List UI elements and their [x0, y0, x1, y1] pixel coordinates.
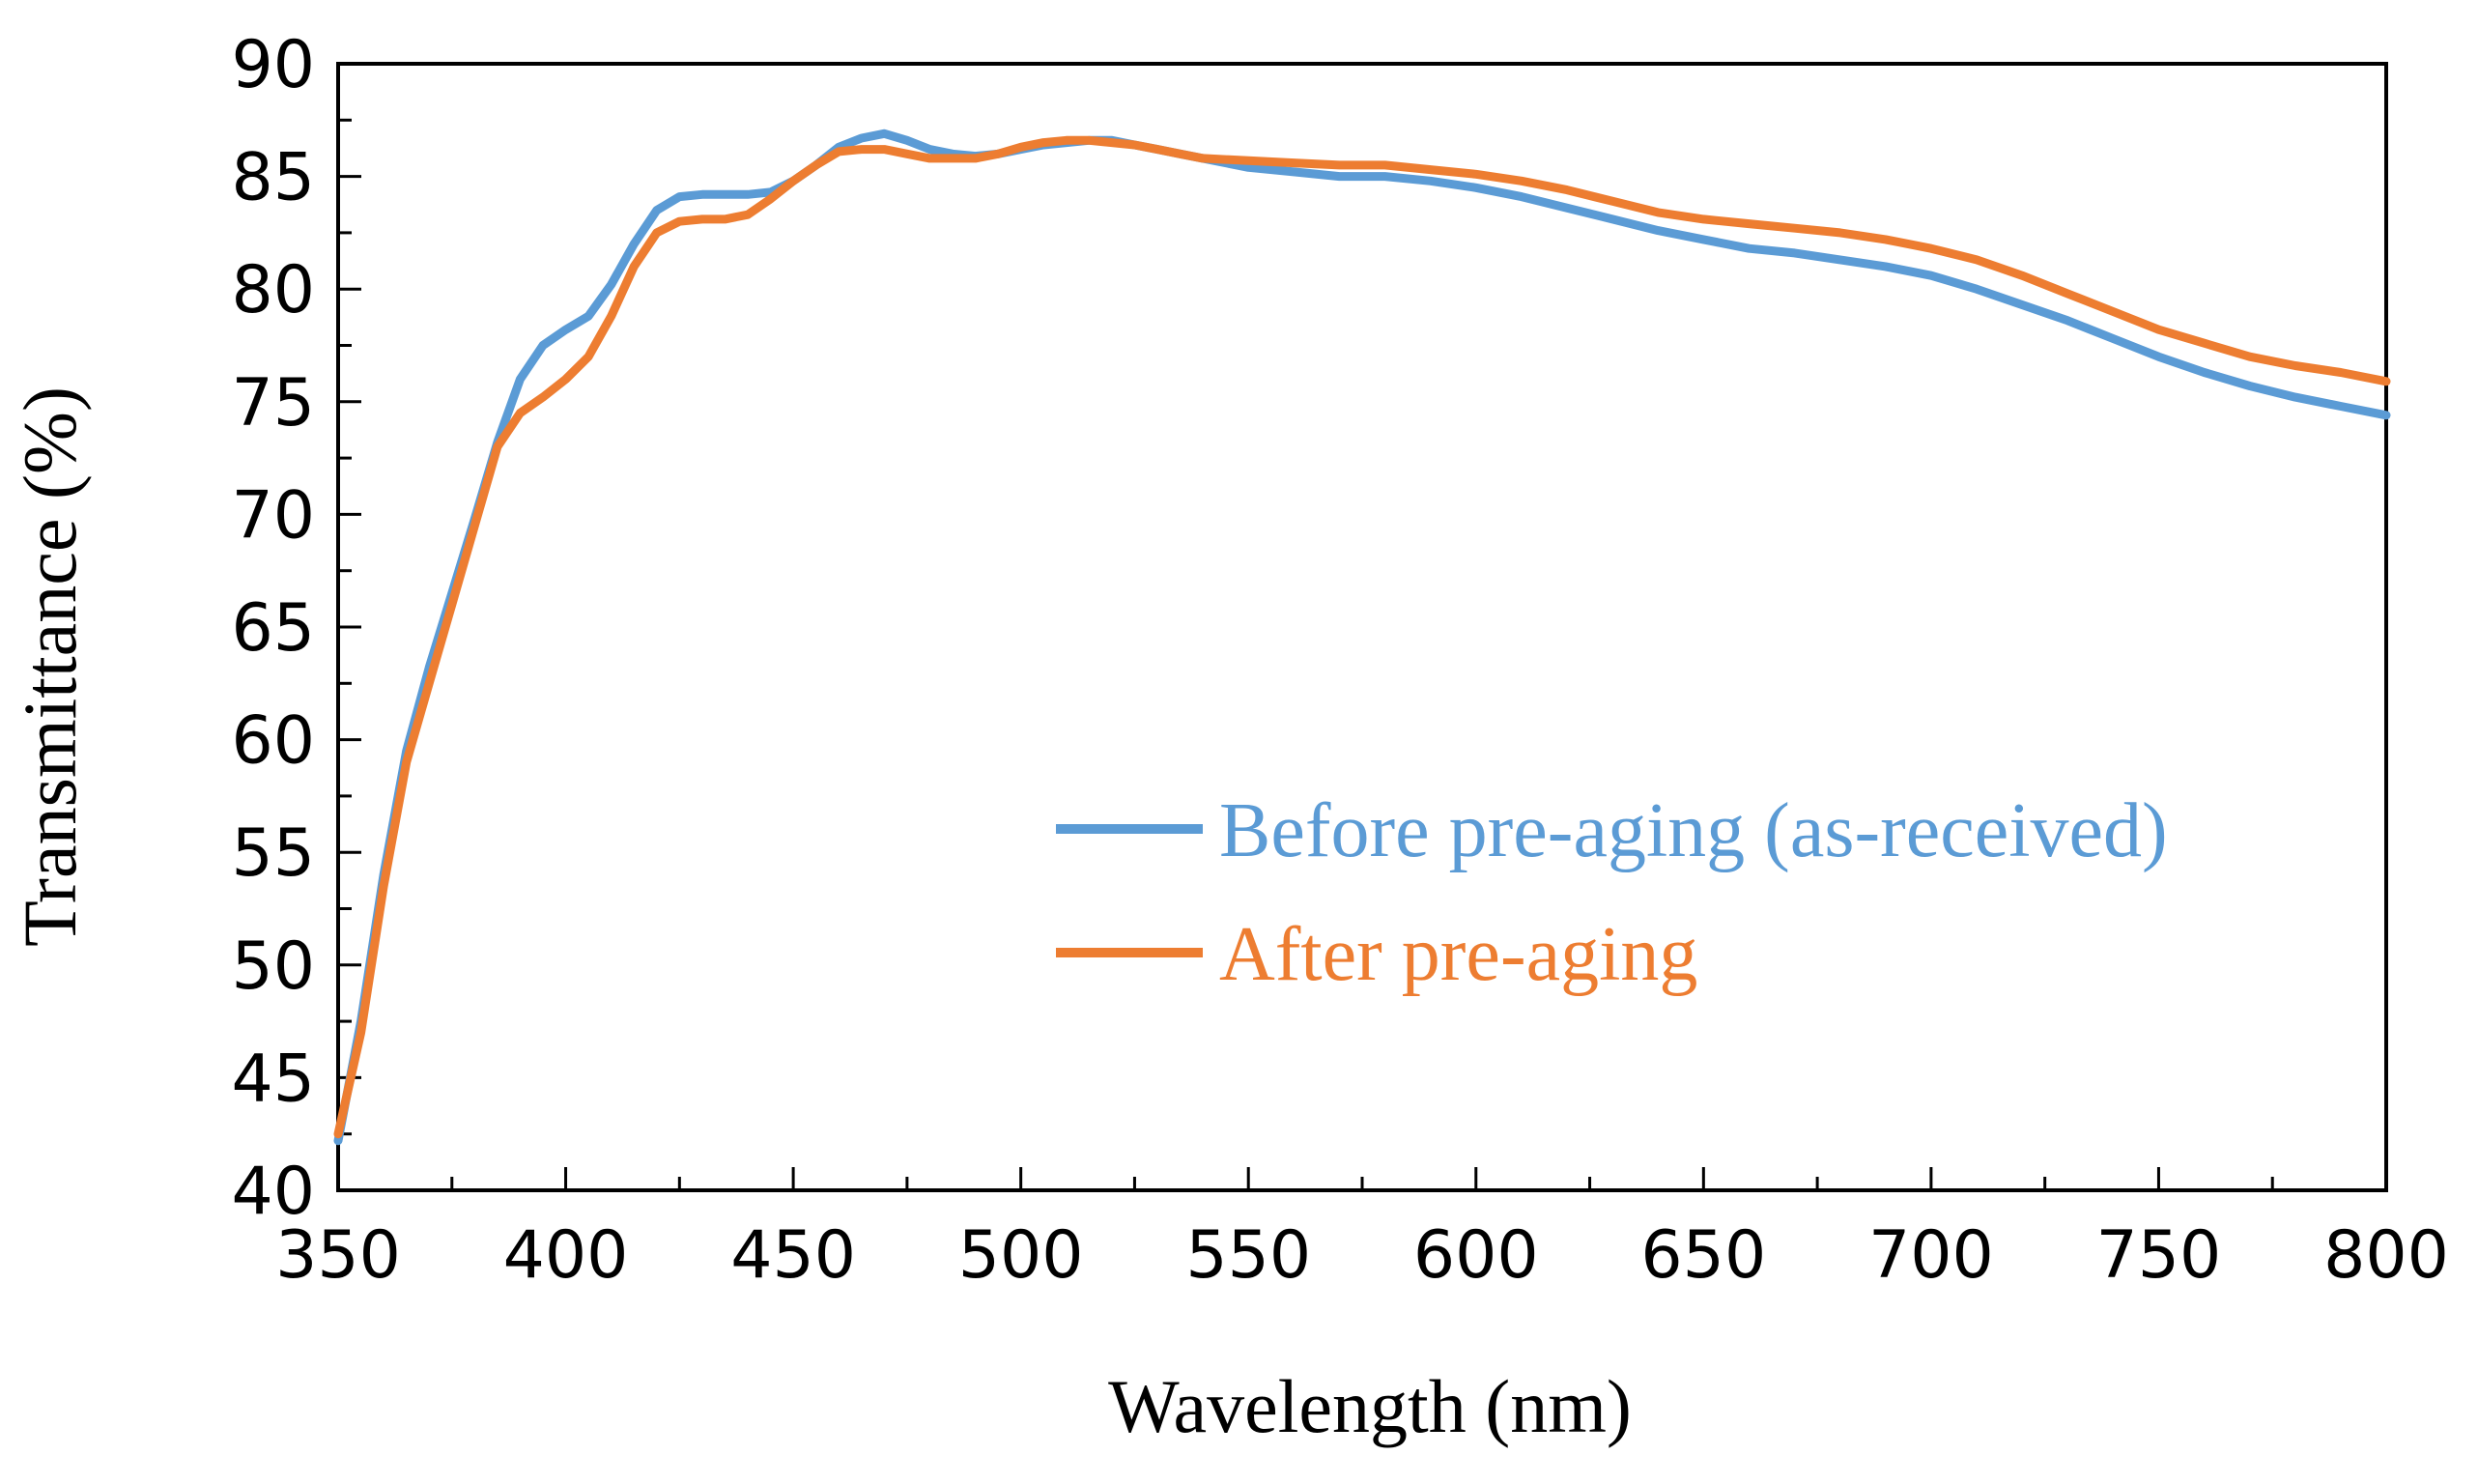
x-tick-label: 450	[730, 1217, 856, 1294]
x-axis-ticks: 350 400 450 500 550 600 650 700 750 800	[275, 1167, 2449, 1294]
x-tick-label: 700	[1868, 1217, 1994, 1294]
legend-label: After pre-aging	[1219, 912, 1697, 997]
x-tick-label: 750	[2096, 1217, 2222, 1294]
x-tick-label: 800	[2323, 1217, 2449, 1294]
y-tick-label: 80	[231, 252, 315, 328]
x-tick-label: 650	[1640, 1217, 1766, 1294]
x-tick-label: 550	[1185, 1217, 1311, 1294]
x-tick-label: 600	[1413, 1217, 1539, 1294]
legend: Before pre-aging (as-received) After pre-…	[1056, 788, 2168, 997]
y-axis-ticks: 40 45 50 55 60 65 70 75 80 85 90	[231, 27, 361, 1230]
x-tick-label: 500	[958, 1217, 1084, 1294]
y-tick-label: 70	[231, 477, 315, 554]
y-tick-label: 40	[231, 1154, 315, 1230]
y-tick-label: 75	[231, 365, 315, 442]
series-lines	[333, 128, 2391, 1146]
y-tick-label: 65	[231, 590, 315, 667]
legend-label: Before pre-aging (as-received)	[1219, 788, 2168, 873]
y-tick-label: 55	[231, 815, 315, 892]
y-tick-label: 60	[231, 703, 315, 780]
y-tick-label: 50	[231, 928, 315, 1005]
x-tick-label: 400	[503, 1217, 629, 1294]
y-tick-label: 90	[231, 27, 315, 103]
x-axis-title: Wavelength (nm)	[1108, 1364, 1632, 1448]
y-tick-label: 45	[231, 1041, 315, 1117]
x-tick-label: 350	[275, 1217, 401, 1294]
y-tick-label: 85	[231, 140, 315, 216]
y-axis-title: Transmittance (%)	[8, 386, 92, 947]
series-line-after-pre-aging	[333, 135, 2391, 1139]
